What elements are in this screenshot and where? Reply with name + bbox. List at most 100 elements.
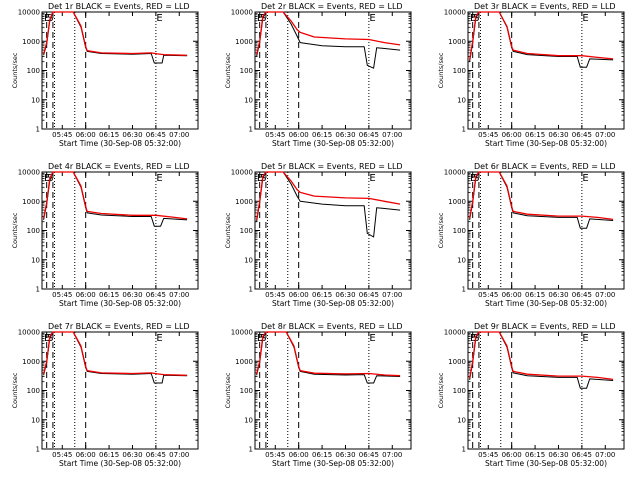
y-tick-label: 1000 — [235, 38, 253, 46]
lld-series-line — [255, 11, 401, 55]
chart-title: Det 2r BLACK = Events, RED = LLD — [261, 2, 403, 11]
time-marker-label: E — [257, 173, 263, 184]
time-marker-label: E — [257, 13, 263, 24]
chart-panel: Det 4r BLACK = Events, RED = LLD 1 10 100 10… — [0, 160, 213, 320]
y-tick-label: 100 — [453, 387, 466, 395]
x-tick-label: 07:00 — [382, 131, 402, 139]
x-tick-label: 07:00 — [382, 451, 402, 459]
time-marker-label: E — [369, 333, 375, 344]
x-tick-label: 06:00 — [76, 451, 96, 459]
x-tick-label: 06:30 — [122, 131, 142, 139]
time-marker-label: E — [470, 173, 476, 184]
time-marker-label: E — [156, 13, 162, 24]
x-tick-label: 07:00 — [169, 451, 189, 459]
y-axis-label: Counts/sec — [224, 372, 232, 408]
time-marker-label: S — [473, 13, 479, 24]
time-marker-label: S — [47, 333, 53, 344]
lld-series-line — [468, 11, 614, 61]
y-tick-label: 100 — [27, 67, 40, 75]
y-tick-label: 10000 — [231, 329, 253, 337]
x-axis-label: Start Time (30-Sep-08 05:32:00) — [59, 459, 181, 468]
x-tick-label: 07:00 — [382, 291, 402, 299]
lld-series-line — [255, 331, 401, 377]
x-tick-label: 06:45 — [359, 291, 379, 299]
x-tick-label: 06:00 — [289, 451, 309, 459]
events-series-line — [469, 331, 614, 389]
x-tick-label: 06:00 — [76, 131, 96, 139]
lld-series-line — [468, 331, 614, 381]
y-tick-label: 100 — [240, 67, 253, 75]
y-tick-label: 10 — [457, 416, 466, 424]
x-tick-label: 06:15 — [99, 291, 119, 299]
x-tick-label: 06:30 — [122, 291, 142, 299]
x-tick-label: 05:45 — [52, 291, 72, 299]
chart-title: Det 9r BLACK = Events, RED = LLD — [474, 322, 616, 331]
x-tick-label: 06:00 — [289, 291, 309, 299]
x-tick-label: 07:00 — [169, 291, 189, 299]
chart-svg: Det 1r BLACK = Events, RED = LLD 1 10 100 10… — [11, 2, 199, 148]
x-tick-label: 06:45 — [359, 131, 379, 139]
x-tick-label: 06:30 — [335, 291, 355, 299]
plot-frame — [254, 11, 412, 130]
time-marker-label: S — [260, 13, 266, 24]
y-tick-label: 10 — [457, 96, 466, 104]
y-tick-label: 1000 — [235, 358, 253, 366]
x-tick-label: 06:30 — [335, 131, 355, 139]
x-tick-label: 06:15 — [525, 291, 545, 299]
events-series-line — [256, 11, 401, 69]
x-axis-label: Start Time (30-Sep-08 05:32:00) — [485, 299, 607, 308]
x-tick-label: 07:00 — [169, 131, 189, 139]
x-tick-label: 06:30 — [122, 451, 142, 459]
lld-series-line — [42, 171, 188, 220]
y-tick-label: 100 — [240, 387, 253, 395]
y-axis-label: Counts/sec — [437, 52, 445, 88]
x-tick-label: 05:45 — [478, 131, 498, 139]
plot-frame — [41, 11, 199, 130]
y-tick-label: 100 — [27, 227, 40, 235]
chart-svg: Det 7r BLACK = Events, RED = LLD 1 10 100 10… — [11, 322, 199, 468]
plot-frame — [254, 331, 412, 450]
x-tick-label: 06:15 — [99, 451, 119, 459]
lld-series-line — [42, 331, 188, 376]
time-marker-label: E — [44, 13, 50, 24]
chart-panel: Det 3r BLACK = Events, RED = LLD 1 10 100 10… — [426, 0, 639, 160]
y-tick-label: 10 — [244, 416, 253, 424]
x-axis-label: Start Time (30-Sep-08 05:32:00) — [59, 139, 181, 148]
chart-panel: Det 8r BLACK = Events, RED = LLD 1 10 100 10… — [213, 320, 426, 480]
time-marker-label: E — [156, 173, 162, 184]
time-marker-label: S — [473, 173, 479, 184]
plot-frame — [467, 11, 625, 130]
x-axis-label: Start Time (30-Sep-08 05:32:00) — [272, 139, 394, 148]
events-series-line — [469, 11, 614, 68]
x-tick-label: 06:15 — [312, 131, 332, 139]
time-marker-label: E — [582, 13, 588, 24]
x-axis-label: Start Time (30-Sep-08 05:32:00) — [272, 299, 394, 308]
chart-svg: Det 3r BLACK = Events, RED = LLD 1 10 100 10… — [437, 2, 625, 148]
x-axis-label: Start Time (30-Sep-08 05:32:00) — [272, 459, 394, 468]
chart-svg: Det 5r BLACK = Events, RED = LLD 1 10 100 10… — [224, 162, 412, 308]
chart-panel: Det 9r BLACK = Events, RED = LLD 1 10 100 10… — [426, 320, 639, 480]
x-tick-label: 06:00 — [502, 451, 522, 459]
x-tick-label: 05:45 — [265, 131, 285, 139]
events-series-line — [43, 171, 188, 227]
y-tick-label: 10000 — [231, 9, 253, 17]
events-series-line — [256, 331, 401, 384]
y-tick-label: 1 — [36, 446, 40, 454]
y-tick-label: 1000 — [22, 38, 40, 46]
y-tick-label: 10 — [244, 96, 253, 104]
plot-frame — [41, 331, 199, 450]
chart-title: Det 8r BLACK = Events, RED = LLD — [261, 322, 403, 331]
y-tick-label: 10000 — [18, 329, 40, 337]
chart-panel: Det 7r BLACK = Events, RED = LLD 1 10 100 10… — [0, 320, 213, 480]
time-marker-label: E — [582, 173, 588, 184]
x-tick-label: 06:00 — [502, 131, 522, 139]
x-tick-label: 06:30 — [335, 451, 355, 459]
x-tick-label: 06:00 — [289, 131, 309, 139]
y-tick-label: 10 — [31, 256, 40, 264]
x-tick-label: 06:45 — [146, 291, 166, 299]
y-axis-label: Counts/sec — [437, 372, 445, 408]
y-tick-label: 10 — [31, 96, 40, 104]
x-tick-label: 05:45 — [52, 451, 72, 459]
x-tick-label: 05:45 — [52, 131, 72, 139]
time-marker-label: E — [44, 173, 50, 184]
